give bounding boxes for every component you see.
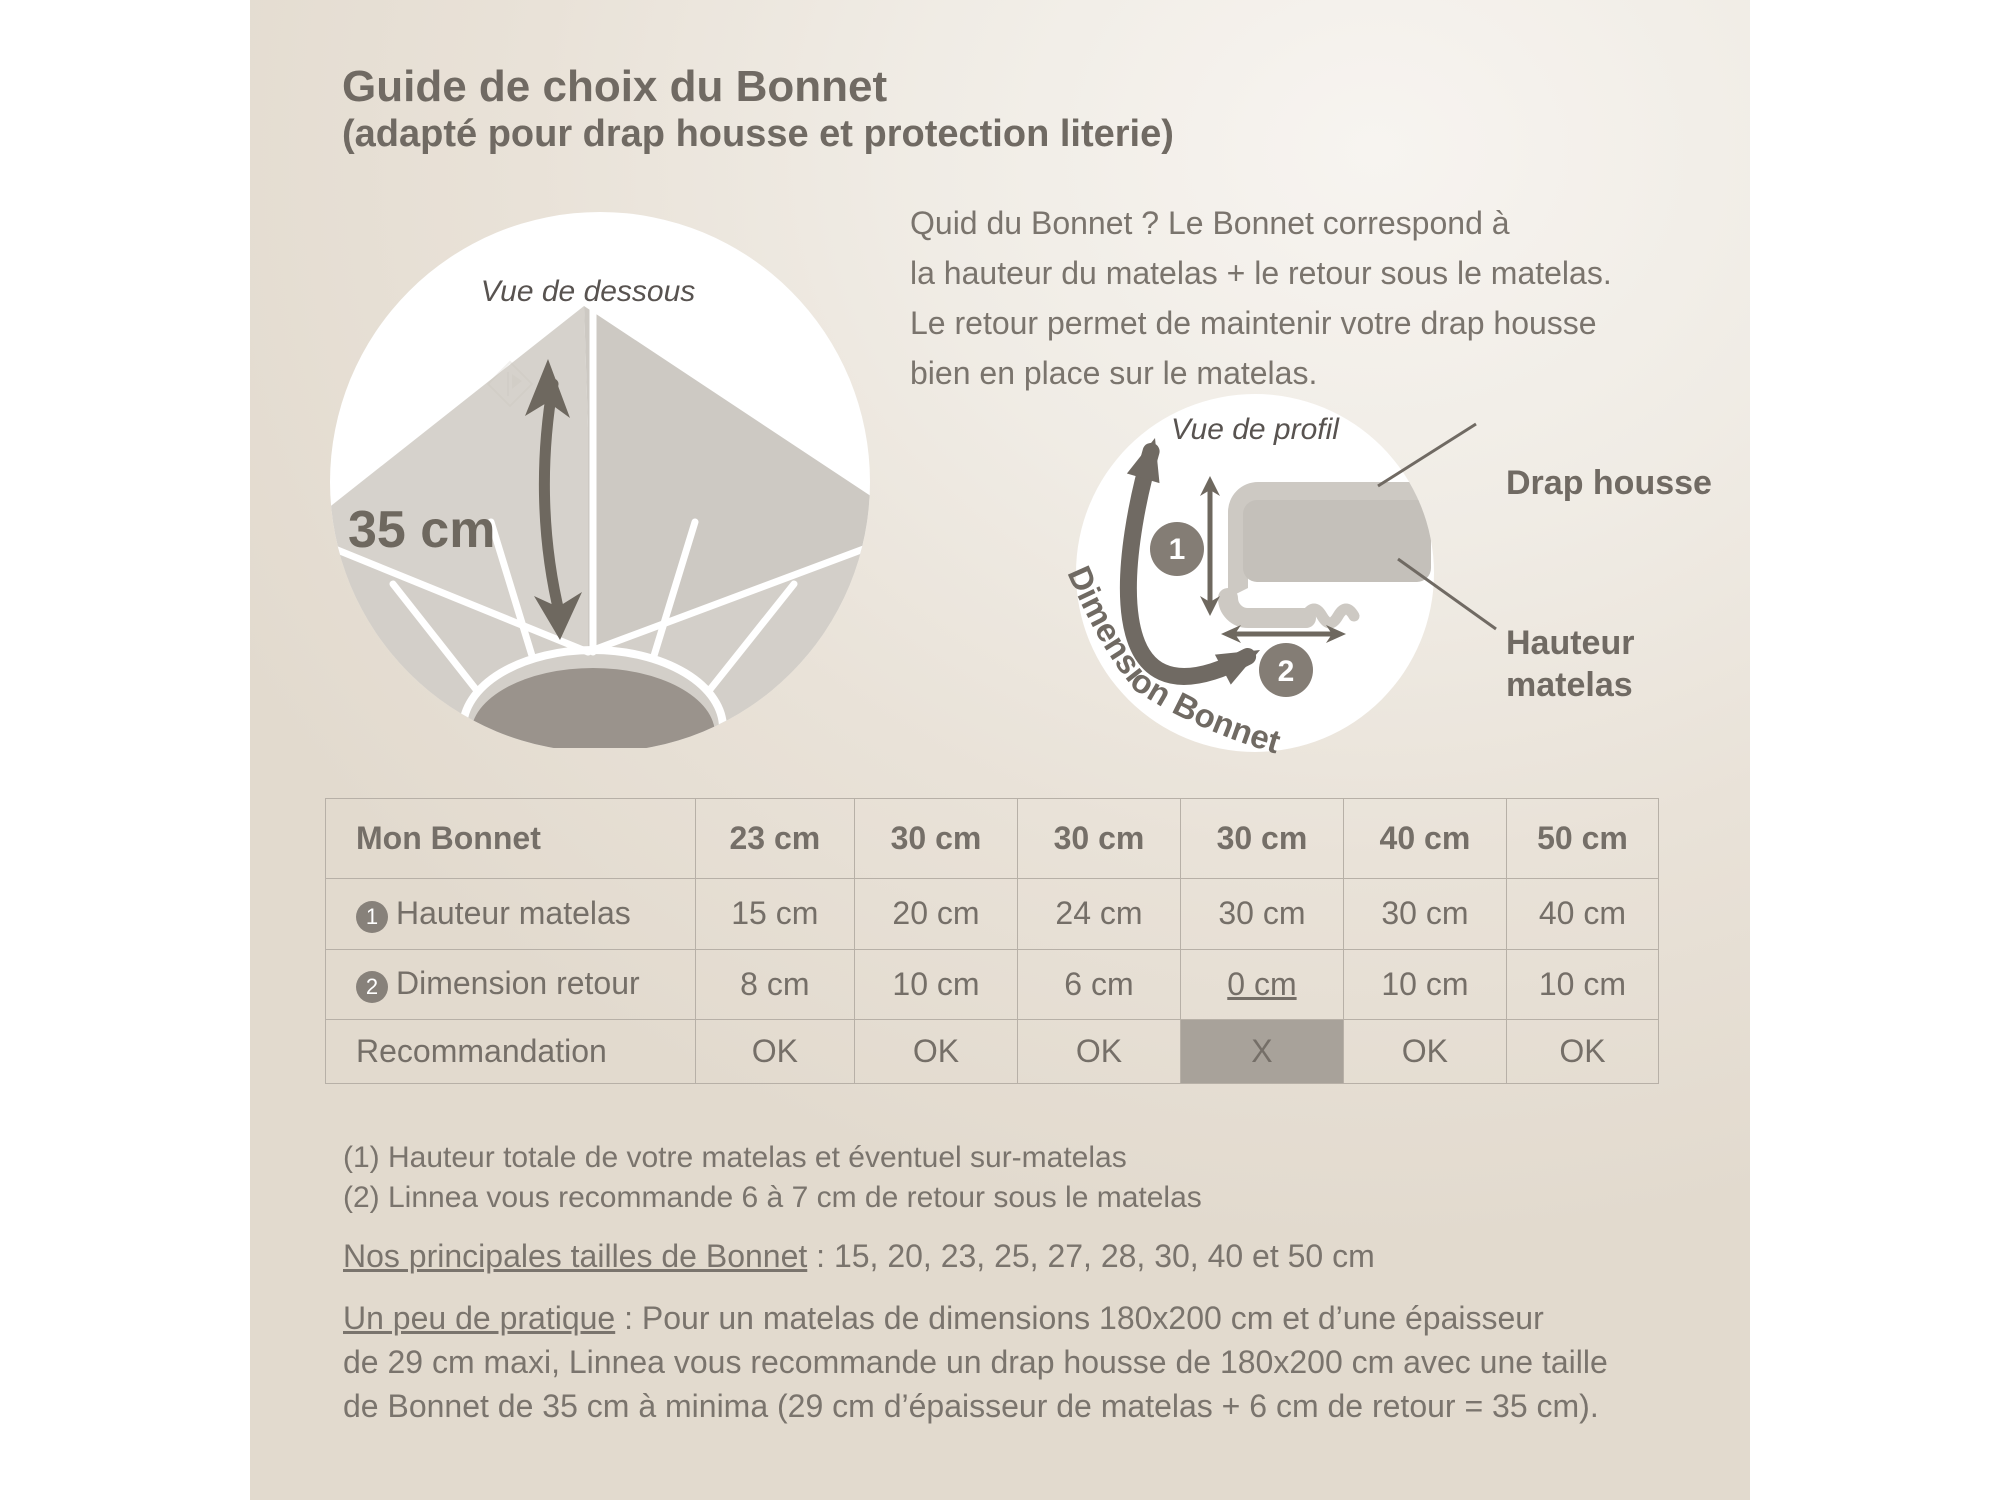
svg-text:Hauteur: Hauteur	[1506, 624, 1634, 662]
svg-text:35 cm: 35 cm	[348, 501, 495, 559]
svg-text:Vue de dessous: Vue de dessous	[481, 275, 696, 308]
svg-text:matelas: matelas	[1506, 666, 1633, 704]
svg-text:Drap housse: Drap housse	[1506, 464, 1712, 502]
